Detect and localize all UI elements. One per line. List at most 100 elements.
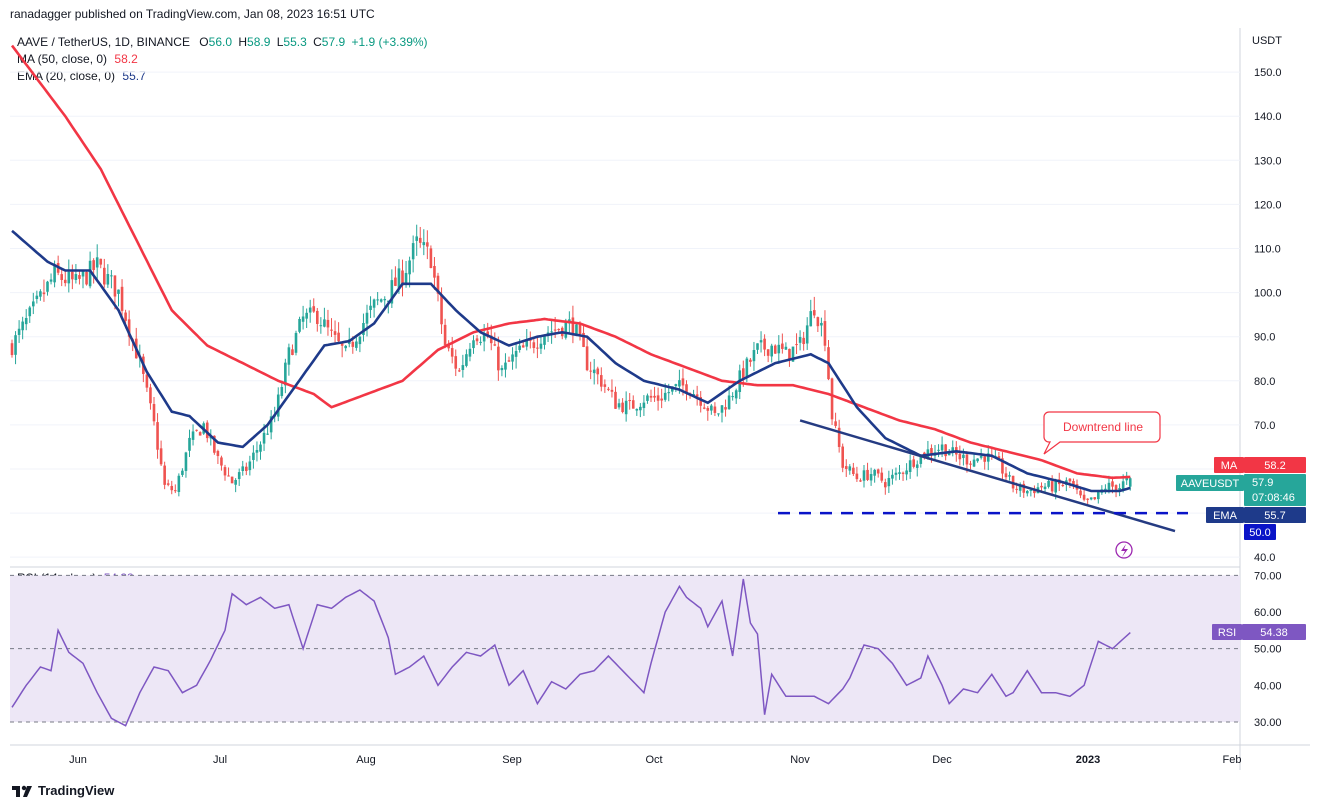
candle-body [489,335,493,344]
candle-body [340,343,344,346]
support-tag-text: 50.0 [1249,527,1270,539]
candle-body [880,472,884,481]
candle-body [63,279,67,284]
candle-body [475,338,479,342]
rsi-name-tag-text: RSI [1218,627,1236,639]
candle-body [695,394,699,397]
candle-body [1018,484,1022,491]
candle-body [426,242,429,247]
candle-body [124,312,127,321]
symbol-tag-text: AAVEUSDT [1181,478,1240,490]
y-tick-label: 130.0 [1254,155,1282,167]
candle-body [585,346,589,371]
candle-body [894,472,898,475]
candle-body [901,472,905,474]
candle-body [411,243,415,260]
candle-body [1072,480,1075,486]
candle-body [681,378,685,386]
candle-body [486,331,489,337]
candle-body [600,375,603,387]
candle-body [429,248,433,268]
candle-body [859,480,862,482]
candle-body [504,362,507,370]
candle-body [862,470,866,481]
candle-body [571,317,575,334]
candle-body [14,335,17,355]
candle-body [358,336,362,345]
candle-body [983,456,986,462]
y-tick-label: 140.0 [1254,111,1282,123]
candle-body [653,395,656,398]
candle-body [284,362,287,386]
candle-body [795,344,798,346]
tradingview-brand[interactable]: TradingView [12,783,114,798]
candle-body [642,402,646,409]
ma-value-tag-bg [1244,457,1306,473]
candle-body [230,476,234,484]
candle-body [1089,497,1093,500]
candle-body [397,268,401,288]
candle-body [482,333,486,342]
candle-body [536,347,539,349]
candle-body [195,429,198,431]
rsi-name-tag: RSI [1212,624,1242,640]
candle-body [1114,485,1118,491]
y-tick-label: 80.0 [1254,376,1275,388]
candle-body [958,453,962,460]
candle-body [287,347,291,365]
candle-body [763,338,766,350]
candle-body [166,483,170,485]
candle-body [1040,485,1043,488]
ma-value-tag: 58.2 [1244,457,1306,473]
candle-body [614,391,617,409]
candle-body [852,467,855,475]
y-tick-label: 40.0 [1254,552,1275,564]
candle-body [500,368,504,371]
candle-body [468,348,472,357]
candle-body [323,319,326,327]
annotations: Downtrend line [778,411,1188,559]
ema-value-tag-text: 55.7 [1264,510,1285,522]
candle-body [60,274,63,280]
candle-body [972,459,976,467]
candle-body [1107,482,1111,490]
candle-body [816,317,820,327]
candle-body [418,237,422,243]
candle-body [252,452,255,460]
candle-body [387,300,390,302]
candle-body [181,470,184,475]
candle-body [745,358,749,378]
candle-body [656,395,660,401]
candle-body [351,341,355,347]
candle-body [621,402,624,413]
ema-name-tag-bg [1206,507,1244,523]
candle-body [95,257,99,268]
candle-body [21,321,24,331]
x-axis-label: Aug [356,754,376,766]
candle-body [237,472,241,480]
candle-body [1097,491,1100,500]
candle-body [603,384,607,387]
candle-body [67,271,71,284]
candle-body [234,479,237,485]
indicator-lines [10,44,1131,493]
x-axis-label: Dec [932,754,952,766]
low-value: 55.3 [283,35,307,49]
candle-body [773,345,777,354]
candle-body [514,350,518,357]
candle-body [170,485,174,491]
candle-body [887,477,891,487]
candle-body [702,407,706,409]
candle-body [639,406,642,411]
candle-body [440,294,443,325]
candle-body [1054,480,1057,493]
candle-body [1008,475,1011,477]
x-axis-label: 2023 [1076,754,1100,766]
candle-body [262,432,266,444]
candle-body [813,310,816,316]
rsi-line [11,578,1131,727]
candle-body [497,346,500,371]
candle-body [245,466,248,471]
candle-body [188,437,191,451]
